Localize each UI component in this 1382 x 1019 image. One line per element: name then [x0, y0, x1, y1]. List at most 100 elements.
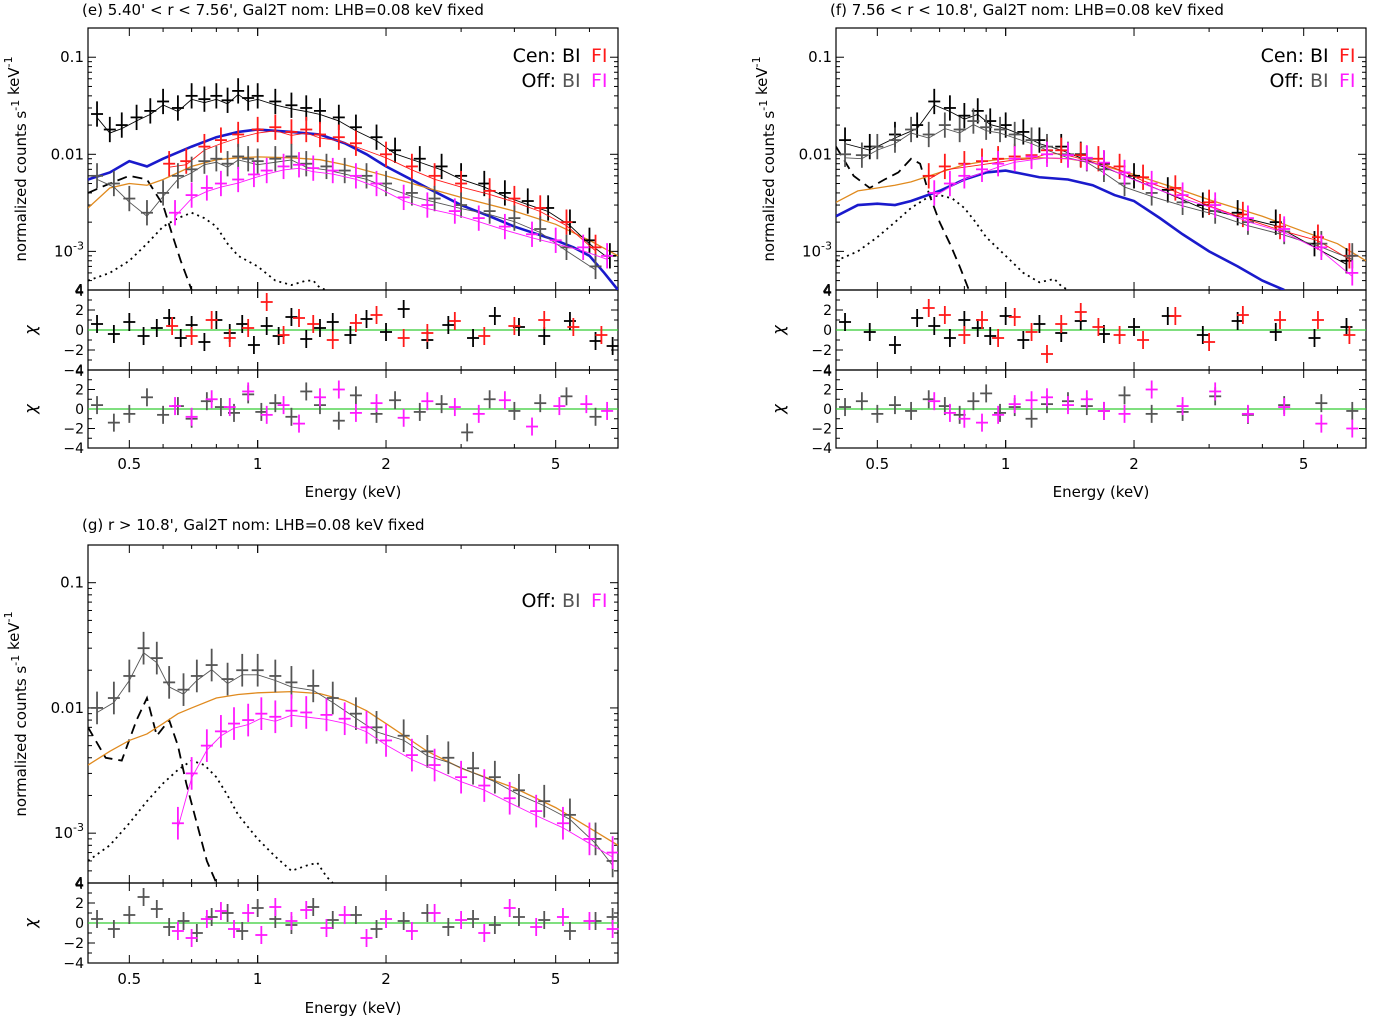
residual-point-off_bi [1315, 394, 1328, 413]
residual-point-off_fi [242, 382, 255, 401]
residual-point-cen_fi [397, 329, 410, 347]
residual-axis-label: χ [21, 325, 40, 336]
data-point-off_fi [503, 781, 516, 815]
residual-point-off_bi [855, 392, 868, 411]
residual-point-off_fi [169, 397, 182, 416]
data-point-off_bi [855, 142, 868, 168]
residual-point-off_bi [467, 910, 480, 928]
data-point-cen_fi [1113, 153, 1126, 180]
residual-point-off_bi [221, 904, 234, 922]
data-point-cen_bi [943, 95, 956, 121]
data-point-off_bi [508, 205, 521, 231]
residual-point-cen_bi [442, 316, 455, 334]
y-tick-label: 0.01 [51, 145, 84, 163]
residual-point-off_fi [1346, 419, 1359, 438]
residual-point-cen_fi [1025, 323, 1038, 341]
legend-entry: BI [562, 70, 581, 92]
residual-tick-label: −2 [811, 343, 832, 359]
residual-tick-label: 4 [75, 364, 84, 380]
legend-entry: FI [1339, 45, 1356, 67]
residual-point-off_fi [601, 401, 614, 420]
residual-point-off_bi [190, 924, 203, 942]
data-point-off_bi [198, 148, 211, 174]
data-point-off_bi [150, 641, 163, 675]
residual-point-cen_fi [349, 314, 362, 332]
data-point-cen_bi [911, 112, 924, 138]
residual-point-off_bi [163, 918, 176, 936]
data-point-off_fi [1278, 216, 1291, 242]
residual-point-off_fi [553, 397, 566, 416]
data-point-off_bi [91, 163, 104, 189]
y-tick-label: 4 [74, 281, 84, 299]
legend-prefix: Cen: [1261, 45, 1304, 67]
data-point-off_bi [1008, 121, 1021, 148]
residual-point-cen_fi [277, 326, 290, 344]
data-point-off_bi [397, 719, 410, 753]
residual-point-off_fi [976, 413, 989, 432]
dashed-component-line [88, 174, 193, 290]
residual-point-off_bi [140, 388, 153, 407]
residual-point-off_bi [1118, 386, 1131, 405]
data-point-off_bi [538, 784, 551, 818]
data-point-off_bi [140, 200, 153, 226]
residual-point-cen_fi [292, 309, 305, 327]
off-bi-model-line [845, 124, 1353, 260]
legend-entry: BI [562, 45, 581, 67]
panel-f: (f) 7.56 < r < 10.8', Gal2T nom: LHB=0.0… [750, 1, 1367, 501]
data-point-off_bi [980, 114, 993, 140]
data-point-off_bi [938, 112, 951, 138]
residual-point-off_fi [223, 398, 236, 417]
residual-point-off_bi [285, 407, 298, 426]
residual-point-off_bi [397, 912, 410, 930]
data-point-cen_bi [91, 101, 104, 127]
main-plot-frame [87, 27, 619, 291]
residual-axis-label: χ [769, 325, 788, 336]
residual-point-off_fi [1008, 395, 1021, 414]
residual-point-off_fi [1315, 414, 1328, 433]
data-point-off_bi [442, 741, 455, 775]
data-point-off_bi [967, 108, 980, 134]
residual-point-off_fi [526, 417, 539, 436]
data-point-cen_fi [163, 151, 176, 177]
data-point-off_bi [953, 116, 966, 143]
residual-point-off_bi [107, 413, 120, 432]
data-point-cen_bi [285, 92, 298, 118]
data-point-off_fi [300, 696, 313, 729]
off-bi-model-line [96, 652, 613, 866]
residual-point-cen_bi [999, 307, 1012, 325]
data-point-off_fi [472, 205, 485, 231]
data-point-off_fi [1145, 170, 1158, 197]
data-point-off_bi [338, 157, 351, 184]
total-model-curve [836, 169, 1285, 290]
residual-tick-label: 0 [75, 916, 84, 932]
residual-point-off_fi [260, 405, 273, 424]
y-axis-label: normalized counts s-1 keV-1 [2, 611, 30, 816]
y-tick-label: 0.01 [51, 699, 84, 717]
residual-point-off_bi [349, 906, 362, 924]
data-point-cen_bi [1161, 177, 1174, 203]
legend-entry: BI [1310, 70, 1329, 92]
data-point-cen_bi [928, 88, 941, 115]
residual-point-off_bi [370, 920, 383, 938]
residual-point-off_bi [255, 402, 268, 421]
residual-point-off_bi [589, 407, 602, 426]
residual-tick-label: −2 [811, 422, 832, 438]
residual-point-off_fi [320, 919, 333, 937]
residual-tick-label: −4 [63, 956, 84, 972]
data-point-cen_bi [221, 87, 234, 113]
data-point-off_fi [498, 213, 511, 240]
residual-point-off_fi [397, 408, 410, 427]
residual-point-off_bi [871, 404, 884, 423]
data-point-off_bi [221, 662, 234, 696]
data-point-off_fi [601, 243, 614, 269]
off-fi-model-line [174, 167, 608, 260]
data-point-off_bi [251, 148, 264, 174]
residual-point-cen_bi [1269, 323, 1282, 341]
legend-row: Off: BI FI [522, 70, 608, 92]
y-tick-label: 4 [822, 281, 832, 299]
data-point-off_bi [307, 669, 320, 703]
data-point-cen_bi [999, 112, 1012, 138]
data-point-off_fi [992, 151, 1005, 177]
residual-point-off_fi [530, 918, 543, 936]
data-point-cen_bi [1340, 248, 1353, 274]
